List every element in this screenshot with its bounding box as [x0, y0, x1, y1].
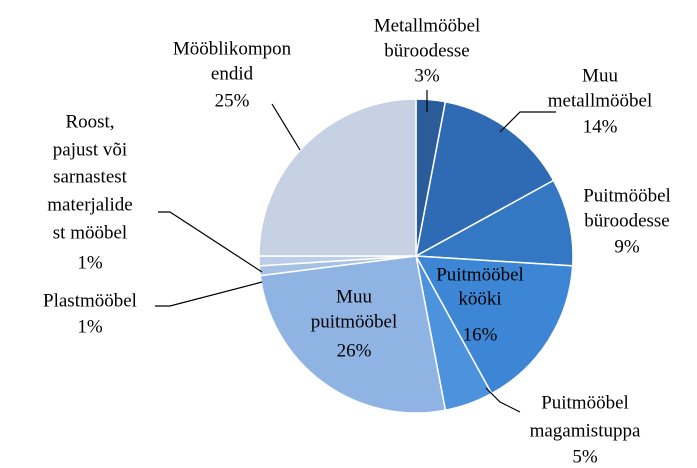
slice-label: materjalide [47, 194, 132, 215]
leader-line [485, 387, 521, 413]
slice-label: Muu [582, 65, 618, 86]
pie-slice [414, 255, 574, 395]
slice-label: pajust või [53, 139, 127, 160]
slice-label: endid [211, 63, 254, 84]
slice-label: magamistuppa [530, 420, 641, 441]
value-label: 25% [215, 90, 250, 111]
slice-label: Metallmööbel [374, 15, 481, 36]
slice-label: Puitmööbel [541, 392, 629, 413]
slice-label: sarnastest [53, 166, 128, 187]
leader-line [158, 211, 263, 273]
leader-line [271, 103, 301, 151]
slice-label: metallmööbel [548, 90, 652, 111]
slice-label: puitmööbel [311, 311, 398, 332]
slice-label: Mööblikompon [173, 38, 292, 59]
slice-label: st mööbel [53, 222, 127, 243]
slice-label: Puitmööbel [583, 185, 671, 206]
slice-label: Puitmööbel [436, 264, 524, 285]
value-label: 26% [337, 340, 372, 361]
pie-slice [413, 179, 574, 267]
value-label: 5% [572, 446, 598, 467]
value-label: 3% [414, 65, 440, 86]
value-label: 9% [614, 236, 640, 257]
slice-label: büroodesse [584, 210, 669, 231]
leader-line [499, 111, 556, 133]
slice-label: büroodesse [384, 40, 469, 61]
pie-slice [259, 255, 447, 414]
value-label: 1% [77, 252, 103, 273]
pie-slice [258, 98, 417, 257]
value-label: 16% [463, 324, 498, 345]
value-label: 14% [583, 116, 618, 137]
slice-label: Plastmööbel [43, 290, 137, 311]
value-label: 1% [77, 316, 103, 337]
leader-line [155, 281, 263, 307]
slice-label: Muu [336, 286, 372, 307]
pie-slice [414, 100, 555, 258]
slice-label: Roost, [65, 111, 114, 132]
slice-label: kööki [458, 288, 501, 309]
